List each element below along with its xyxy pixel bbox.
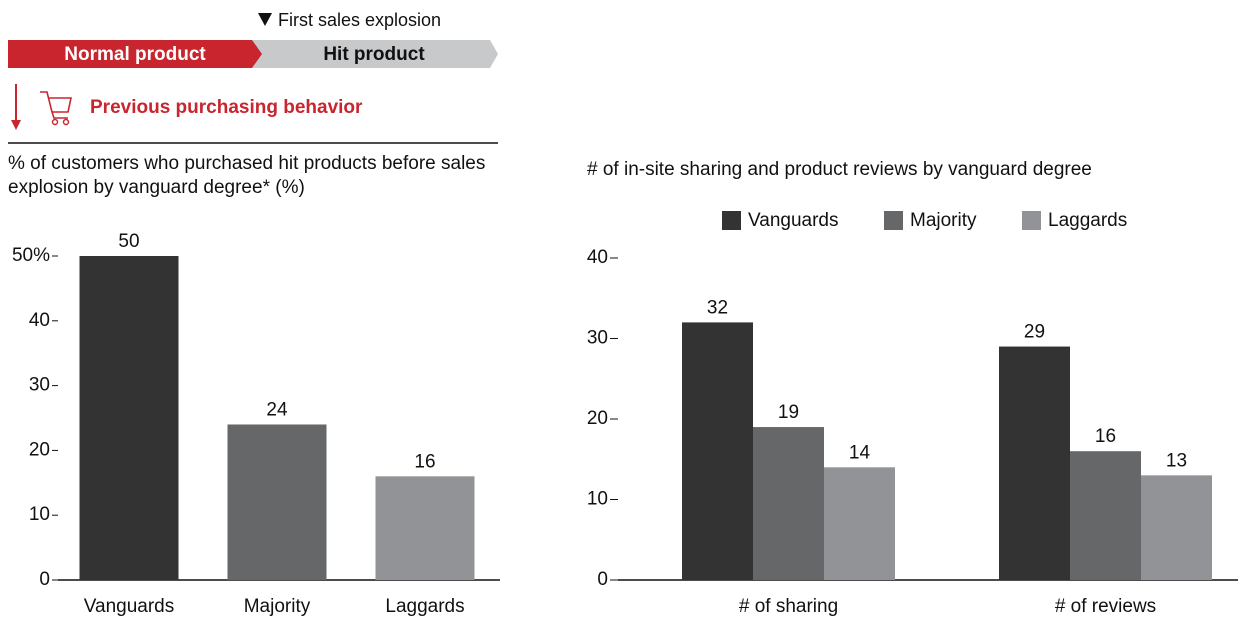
stage-label: Normal product <box>64 44 206 65</box>
y-tick-label: 0 <box>597 569 608 590</box>
value-label: 16 <box>1095 426 1116 447</box>
section-title: Previous purchasing behavior <box>90 97 363 118</box>
stage-normal <box>8 40 262 68</box>
y-tick-label: 20 <box>29 439 50 460</box>
y-tick-label: 50% <box>12 245 50 266</box>
y-tick-label: 40 <box>29 310 50 331</box>
y-tick-label: 0 <box>39 569 50 590</box>
marker-label: First sales explosion <box>278 10 441 30</box>
value-label: 13 <box>1166 450 1187 471</box>
marker-triangle <box>258 13 272 26</box>
legend-label: Vanguards <box>748 210 839 231</box>
bar <box>824 467 895 580</box>
legend-swatch <box>1022 211 1041 230</box>
y-tick-label: 10 <box>587 489 608 510</box>
cart-wheel <box>51 118 59 126</box>
y-tick-label: 20 <box>587 408 608 429</box>
x-tick-label: Laggards <box>385 596 464 617</box>
y-tick-label: 40 <box>587 247 608 268</box>
bar <box>375 476 475 580</box>
bar <box>227 424 327 580</box>
legend-label: Majority <box>910 210 977 231</box>
x-tick-label: # of reviews <box>1055 596 1156 617</box>
bar <box>753 427 824 580</box>
legend-label: Laggards <box>1048 210 1127 231</box>
y-tick-label: 30 <box>587 328 608 349</box>
legend-swatch <box>884 211 903 230</box>
value-label: 50 <box>118 231 139 252</box>
cart-icon <box>40 91 72 119</box>
value-label: 32 <box>707 297 728 318</box>
bar <box>999 346 1070 580</box>
legend-swatch <box>722 211 741 230</box>
arrow-head <box>11 120 21 130</box>
x-tick-label: Vanguards <box>84 596 175 617</box>
value-label: 19 <box>778 402 799 423</box>
value-label: 24 <box>266 399 288 420</box>
bar <box>79 256 179 580</box>
y-tick-label: 10 <box>29 504 50 525</box>
y-tick-label: 30 <box>29 375 50 396</box>
stage-label: Hit product <box>323 44 425 65</box>
x-tick-label: Majority <box>244 596 311 617</box>
cart-wheel <box>62 118 70 126</box>
chart-title: # of in-site sharing and product reviews… <box>587 159 1092 180</box>
value-label: 29 <box>1024 322 1045 343</box>
value-label: 14 <box>849 442 871 463</box>
x-tick-label: # of sharing <box>739 596 838 617</box>
bar <box>1070 451 1141 580</box>
value-label: 16 <box>414 451 435 472</box>
chart-title: % of customers who purchased hit product… <box>8 153 486 198</box>
bar <box>1141 475 1212 580</box>
bar <box>682 322 753 580</box>
